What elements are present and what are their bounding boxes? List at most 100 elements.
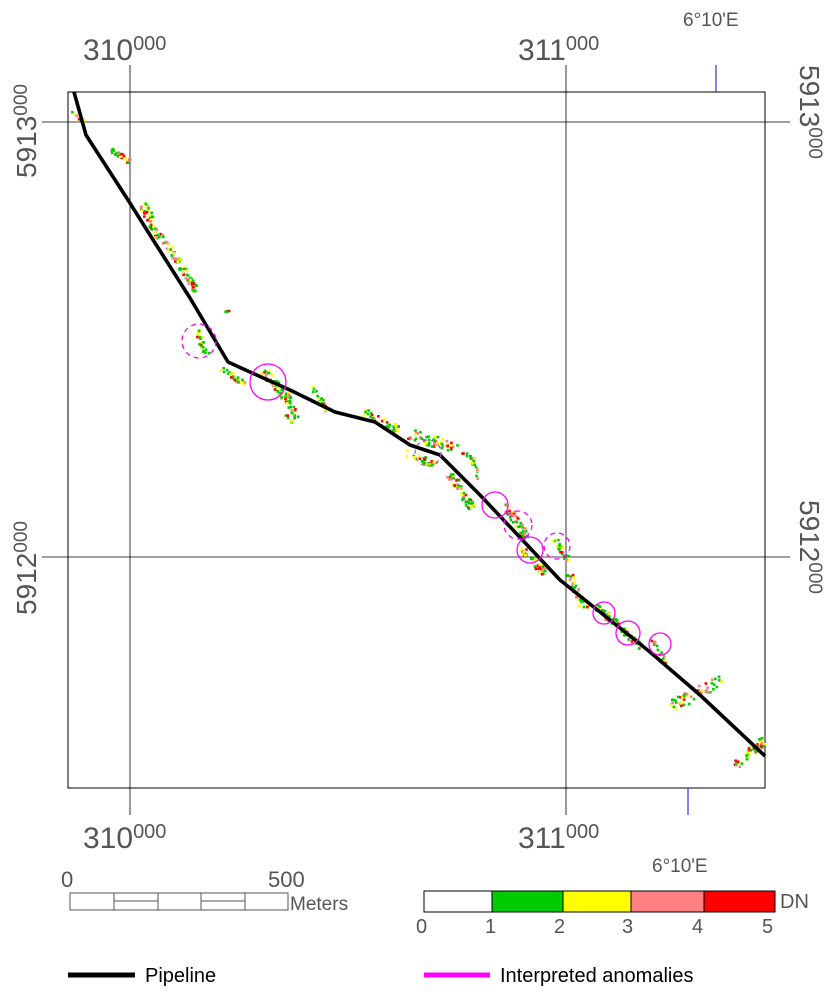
dn-pixel: [456, 444, 459, 447]
dn-pixel: [289, 396, 293, 399]
dn-pixel: [182, 267, 186, 270]
dn-pixel: [163, 241, 167, 244]
dn-pixel: [219, 369, 223, 372]
dn-pixel: [465, 452, 469, 455]
dn-pixel: [457, 484, 460, 488]
dn-pixel: [446, 476, 449, 479]
dn-pixel: [413, 438, 417, 442]
dn-pixel: [280, 388, 283, 391]
grid-label-bottom-311000: 311000: [518, 821, 599, 855]
dn-pixel: [189, 278, 192, 282]
dn-pixel: [394, 429, 397, 432]
dn-pixel: [604, 617, 607, 621]
dn-pixel: [420, 459, 424, 463]
dn-pixel: [222, 366, 225, 370]
dn-pixel: [227, 372, 230, 376]
dn-pixel: [284, 395, 287, 398]
dn-pixel: [473, 457, 476, 460]
dn-pixel: [312, 390, 315, 393]
dn-pixel: [558, 544, 561, 548]
dn-pixel: [752, 747, 756, 751]
dn-pixel: [116, 155, 120, 158]
dn-pixel: [563, 554, 566, 558]
dn-pixel: [756, 745, 760, 749]
dn-pixel: [418, 457, 422, 460]
dn-pixel: [260, 372, 263, 375]
dn-pixel: [151, 215, 155, 218]
dn-pixel: [505, 512, 509, 516]
dn-pixel: [178, 258, 181, 261]
dn-pixel: [615, 619, 619, 622]
dn-pixel: [82, 118, 86, 122]
dn-pixel: [462, 452, 465, 455]
dn-pixel: [476, 468, 479, 471]
dn-pixel: [422, 460, 426, 463]
dn-pixel: [551, 539, 555, 543]
dn-pixel: [740, 762, 744, 765]
anomaly-circle: [181, 323, 217, 359]
dn-pixel: [289, 401, 292, 405]
dn-pixel: [747, 747, 751, 750]
dn-pixel: [189, 276, 192, 280]
scale-bar: 0 500 Meters: [61, 867, 348, 915]
dn-pixel: [511, 513, 514, 517]
dn-pixel: [577, 598, 580, 602]
dn-pixel: [436, 435, 440, 439]
dn-pixel: [635, 642, 638, 645]
dn-pixel: [416, 432, 419, 435]
dn-pixel: [682, 703, 685, 707]
dn-pixel: [687, 702, 691, 706]
scale-bar-frame: [69, 892, 289, 911]
dn-pixel: [320, 402, 324, 405]
dn-pixel: [565, 558, 568, 561]
dn-pixel: [683, 694, 686, 698]
dn-tick-label: 2: [554, 916, 565, 938]
dn-pixel: [524, 527, 527, 530]
dn-pixel: [149, 223, 153, 226]
dn-pixel: [317, 397, 320, 401]
dn-pixel: [469, 455, 472, 458]
dn-pixel: [577, 588, 580, 591]
dn-pixel: [286, 416, 290, 420]
dn-pixel: [573, 586, 576, 589]
dn-pixel: [522, 553, 526, 557]
dn-pixel: [450, 446, 453, 450]
dn-pixel: [432, 462, 435, 465]
dn-pixel: [285, 401, 289, 405]
dn-pixel: [569, 575, 572, 578]
dn-pixel: [148, 214, 151, 217]
dn-pixel: [293, 411, 297, 415]
dn-pixel: [415, 456, 419, 460]
dn-pixel: [225, 309, 229, 313]
dn-pixel: [451, 473, 455, 476]
dn-pixel: [236, 376, 240, 379]
scale-start-label: 0: [61, 867, 73, 892]
dn-pixel: [165, 247, 169, 251]
dn-pixel: [114, 153, 117, 156]
dn-pixel: [324, 408, 328, 412]
dn-pixel: [230, 376, 233, 379]
dn-pixel: [286, 400, 290, 403]
dn-pixel: [369, 411, 373, 415]
dn-pixel: [185, 269, 189, 272]
dn-pixel: [159, 232, 162, 236]
dn-pixel: [473, 463, 476, 467]
dn-pixel: [738, 765, 742, 768]
dn-pixel: [513, 510, 517, 514]
meridian-label-bottom: 6°10'E: [652, 856, 708, 877]
dn-pixel: [758, 737, 761, 741]
dn-pixel: [322, 402, 326, 405]
dn-pixel: [183, 265, 186, 269]
dn-pixel: [202, 341, 206, 344]
dn-pixel: [520, 548, 523, 551]
dn-pixel: [428, 441, 431, 445]
dn-pixel: [427, 438, 431, 442]
dn-pixel: [534, 567, 538, 571]
dn-pixel: [405, 454, 409, 458]
dn-pixel: [392, 430, 396, 433]
dn-pixel: [267, 370, 271, 373]
dn-pixel: [469, 457, 473, 460]
dn-pixel: [558, 543, 561, 546]
dn-pixel: [433, 442, 436, 445]
dn-pixel: [571, 582, 574, 585]
